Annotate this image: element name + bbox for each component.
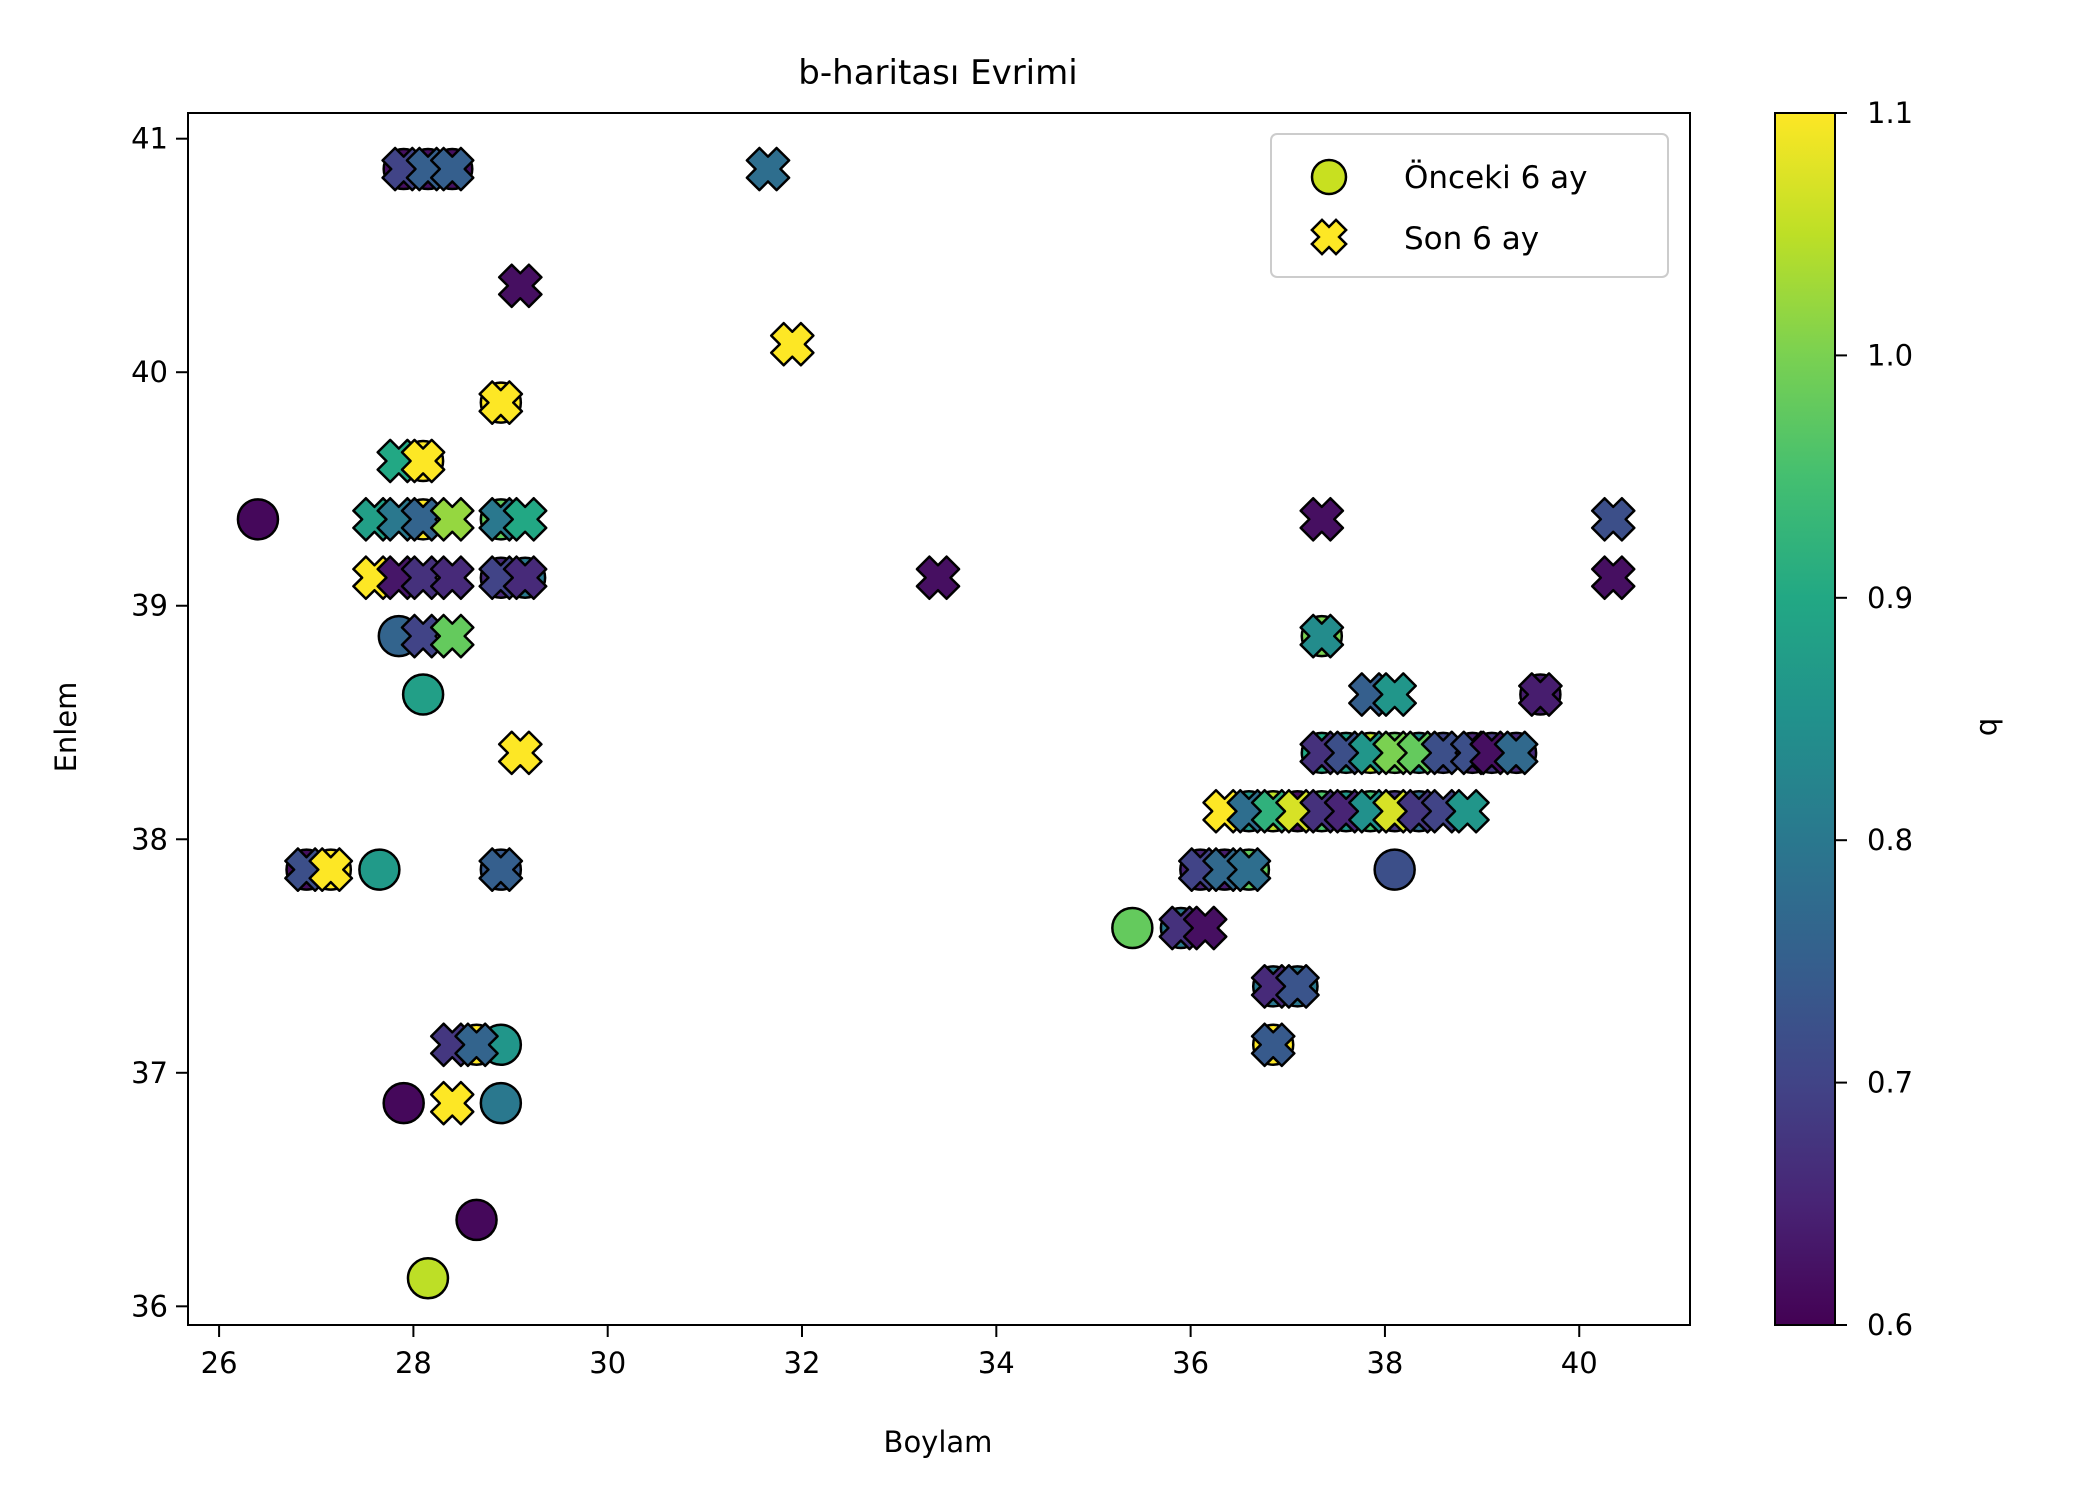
point-onceki-19 bbox=[479, 1081, 523, 1125]
x-tick-label: 32 bbox=[784, 1346, 821, 1380]
x-tick-label: 30 bbox=[589, 1346, 626, 1380]
y-tick-label: 37 bbox=[131, 1056, 168, 1090]
point-onceki-14 bbox=[358, 848, 401, 891]
point-son-3 bbox=[745, 146, 791, 192]
point-son-14 bbox=[502, 496, 548, 542]
point-onceki-44 bbox=[1373, 848, 1416, 891]
point-son-60 bbox=[1226, 847, 1272, 892]
chart-title: b-haritası Evrimi bbox=[798, 53, 1077, 93]
point-son-5 bbox=[769, 321, 815, 367]
point-onceki-45 bbox=[1111, 906, 1154, 950]
y-tick-label: 36 bbox=[131, 1289, 168, 1323]
point-son-6 bbox=[478, 380, 524, 425]
point-son-28 bbox=[454, 1022, 499, 1068]
colorbar-tick-label: 0.7 bbox=[1867, 1066, 1913, 1100]
legend-circle-marker bbox=[1310, 158, 1348, 196]
point-son-25 bbox=[308, 847, 354, 892]
colorbar: 0.6 0.7 0.8 0.9 1.0 1.1 b bbox=[1774, 96, 2007, 1342]
y-tick-label: 40 bbox=[131, 355, 168, 389]
point-son-32 bbox=[1590, 496, 1636, 542]
point-onceki-21 bbox=[406, 1257, 450, 1300]
point-son-18 bbox=[429, 555, 475, 601]
point-son-62 bbox=[1182, 905, 1228, 951]
colorbar-tick-label: 0.9 bbox=[1867, 581, 1913, 615]
point-son-31 bbox=[1299, 496, 1345, 542]
colorbar-gradient bbox=[1774, 112, 1836, 1326]
point-son-29 bbox=[429, 1080, 475, 1126]
point-son-12 bbox=[429, 496, 475, 542]
legend-x-marker bbox=[1310, 218, 1348, 256]
colorbar-tick-label: 1.0 bbox=[1867, 338, 1913, 372]
point-son-30 bbox=[915, 555, 961, 601]
point-son-4 bbox=[497, 263, 543, 309]
colorbar-tick-label: 1.1 bbox=[1867, 96, 1913, 130]
x-tick-label: 36 bbox=[1172, 1346, 1209, 1380]
axes-frame bbox=[187, 112, 1691, 1326]
point-son-23 bbox=[497, 730, 543, 776]
x-tick-label: 28 bbox=[395, 1346, 432, 1380]
point-son-2 bbox=[429, 146, 475, 192]
x-axis-label: Boylam bbox=[884, 1425, 993, 1459]
x-axis: 26 28 30 32 34 36 38 40 bbox=[201, 1325, 1598, 1380]
x-tick-label: 38 bbox=[1366, 1346, 1403, 1380]
point-onceki-11 bbox=[401, 673, 445, 716]
y-axis-label: Enlem bbox=[49, 682, 83, 773]
x-tick-label: 34 bbox=[978, 1346, 1015, 1380]
legend: Önceki 6 ay Son 6 ay bbox=[1270, 133, 1669, 278]
point-onceki-18 bbox=[382, 1081, 425, 1125]
point-son-46 bbox=[1493, 730, 1539, 776]
point-onceki-20 bbox=[455, 1198, 498, 1242]
colorbar-tick-label: 0.6 bbox=[1867, 1308, 1913, 1342]
colorbar-label: b bbox=[1973, 718, 2007, 736]
plot-area bbox=[187, 112, 1691, 1326]
legend-label-onceki: Önceki 6 ay bbox=[1404, 159, 1588, 196]
point-son-22 bbox=[429, 613, 475, 659]
point-son-34 bbox=[1299, 613, 1345, 659]
point-son-64 bbox=[1275, 964, 1320, 1009]
legend-box bbox=[1270, 133, 1669, 278]
y-axis: 36 37 38 39 40 41 bbox=[131, 122, 188, 1323]
x-tick-label: 26 bbox=[201, 1346, 238, 1380]
point-son-8 bbox=[400, 438, 446, 484]
legend-label-son: Son 6 ay bbox=[1404, 221, 1539, 257]
point-son-65 bbox=[1250, 1022, 1296, 1068]
x-tick-label: 40 bbox=[1561, 1346, 1598, 1380]
series-son-6-ay bbox=[284, 146, 1636, 1126]
colorbar-ticks: 0.6 0.7 0.8 0.9 1.0 1.1 bbox=[1835, 96, 1913, 1342]
colorbar-tick-label: 0.8 bbox=[1867, 823, 1913, 857]
point-son-37 bbox=[1518, 672, 1563, 717]
point-son-57 bbox=[1445, 788, 1490, 834]
y-tick-label: 39 bbox=[131, 589, 168, 623]
point-son-20 bbox=[502, 555, 548, 601]
point-son-26 bbox=[478, 847, 524, 892]
point-son-33 bbox=[1590, 555, 1636, 601]
point-onceki-5 bbox=[236, 498, 280, 541]
point-son-36 bbox=[1372, 672, 1417, 717]
y-tick-label: 41 bbox=[131, 122, 168, 156]
y-tick-label: 38 bbox=[131, 822, 168, 856]
